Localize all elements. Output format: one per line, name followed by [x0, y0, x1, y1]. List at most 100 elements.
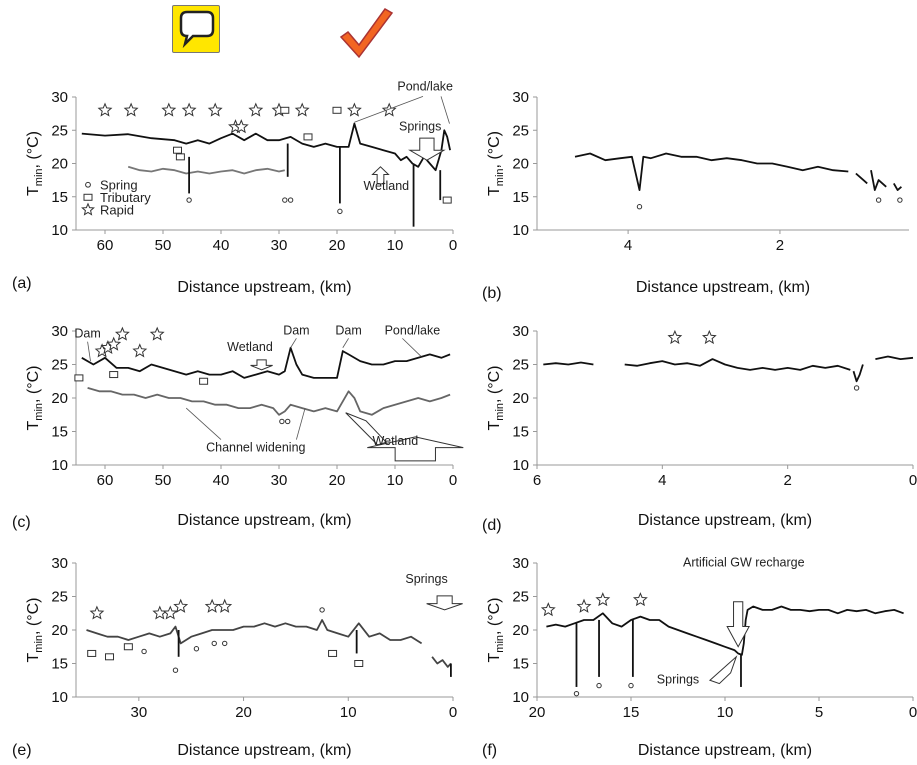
y-tick-label: 20: [512, 390, 529, 407]
tributary-marker: [355, 661, 363, 667]
rapid-marker: [125, 104, 137, 116]
rapid-marker: [669, 331, 681, 343]
x-tick-label: 20: [235, 704, 252, 721]
spring-marker: [212, 641, 216, 645]
x-tick-label: 40: [213, 237, 230, 254]
y-label-main: T: [486, 186, 503, 196]
spring-marker: [854, 386, 858, 390]
tributary-marker: [333, 107, 341, 113]
spring-marker: [187, 198, 191, 202]
spring-marker: [280, 419, 284, 423]
y-tick-label: 30: [512, 555, 529, 572]
spring-marker: [223, 641, 227, 645]
panel-e: 101520253030 20 10 0Tmin, (°C)Distance upst…: [12, 555, 463, 759]
legend-spring-marker: [86, 182, 91, 187]
spring-marker: [876, 198, 880, 202]
y-tick-label: 25: [512, 357, 529, 374]
rapid-marker: [250, 104, 262, 116]
series-line: [894, 183, 902, 190]
tributary-marker: [174, 147, 182, 153]
y-tick-label: 10: [512, 457, 529, 474]
annotation-label: Springs: [399, 119, 441, 133]
springs-pointer-arrow: [710, 657, 736, 684]
annotation-label: Springs: [657, 673, 699, 687]
channel-widening-leader: [186, 408, 221, 440]
rapid-marker: [578, 600, 590, 612]
series-line: [575, 154, 848, 191]
y-label-unit: , (°C): [25, 131, 42, 169]
rapid-marker: [99, 104, 111, 116]
rapid-marker: [91, 607, 103, 619]
legend-rapid-marker: [82, 204, 93, 215]
y-tick-label: 15: [51, 189, 68, 206]
series-line: [88, 388, 451, 415]
y-label-main: T: [486, 421, 503, 431]
panel-c: 10 15 20 25 30 60 50 40 30 20 10 0 Tmin, (°C) Distanc…: [12, 323, 463, 531]
spring-marker: [629, 683, 633, 687]
spring-marker: [597, 683, 601, 687]
rapid-marker: [634, 593, 646, 605]
x-tick-label: 6: [533, 472, 541, 489]
rapid-marker: [183, 104, 195, 116]
panel-label: (f): [482, 742, 497, 759]
rapid-marker: [542, 603, 554, 615]
tributary-marker: [110, 372, 118, 378]
x-tick-label: 60: [97, 237, 114, 254]
y-label-sub: min: [33, 403, 45, 421]
y-label-main: T: [25, 421, 42, 431]
annotation-label: Wetland: [373, 434, 419, 448]
y-tick-label: 30: [512, 323, 529, 340]
y-tick-label: 10: [512, 689, 529, 706]
springs-arrow: [427, 596, 463, 610]
spring-marker: [898, 198, 902, 202]
x-tick-label: 10: [717, 704, 734, 721]
x-tick-label: 40: [213, 472, 230, 489]
y-label-unit: , (°C): [25, 365, 42, 403]
x-tick-label: 4: [624, 237, 632, 254]
pond-lake-leader: [441, 96, 450, 123]
x-tick-label: 60: [97, 472, 114, 489]
dam-leader: [88, 342, 91, 361]
y-tick-label: 20: [51, 156, 68, 173]
annotation-label: Artificial GW recharge: [683, 555, 805, 569]
annotation-label: Pond/lake: [397, 79, 453, 93]
y-tick-label: 20: [51, 622, 68, 639]
y-tick-label: 10: [51, 222, 68, 239]
y-tick-label: 10: [51, 457, 68, 474]
rapid-marker: [383, 104, 395, 116]
panel-label: (b): [482, 285, 502, 302]
tributary-marker: [329, 650, 337, 656]
tributary-marker: [106, 654, 114, 660]
x-tick-label: 0: [449, 472, 457, 489]
annotation-label: Channel widening: [206, 441, 305, 455]
rapid-marker: [154, 607, 166, 619]
y-label-sub: min: [33, 168, 45, 186]
rapid-marker: [151, 328, 163, 340]
spring-marker: [637, 205, 641, 209]
rapid-marker: [163, 104, 175, 116]
series-line: [543, 363, 593, 365]
panel-label: (d): [482, 517, 502, 534]
tributary-marker: [88, 650, 96, 656]
y-tick-label: 20: [512, 622, 529, 639]
y-label-unit: , (°C): [486, 365, 503, 403]
rapid-marker: [206, 600, 218, 612]
rapid-marker: [175, 600, 187, 612]
annotation-label: Pond/lake: [385, 323, 441, 337]
y-label-unit: , (°C): [486, 131, 503, 169]
y-tick-label: 25: [512, 122, 529, 139]
panel-label: (c): [12, 514, 31, 531]
x-tick-label: 10: [340, 704, 357, 721]
x-tick-label: 2: [783, 472, 791, 489]
legend-label: Rapid: [100, 202, 134, 217]
spring-marker: [288, 198, 292, 202]
x-tick-label: 15: [623, 704, 640, 721]
tributary-marker: [75, 375, 83, 381]
y-tick-label: 25: [512, 589, 529, 606]
spring-marker: [320, 608, 324, 612]
dam-leader: [291, 338, 297, 347]
y-label-sub: min: [494, 168, 506, 186]
x-tick-label: 30: [271, 472, 288, 489]
y-label-sub: min: [33, 635, 45, 653]
